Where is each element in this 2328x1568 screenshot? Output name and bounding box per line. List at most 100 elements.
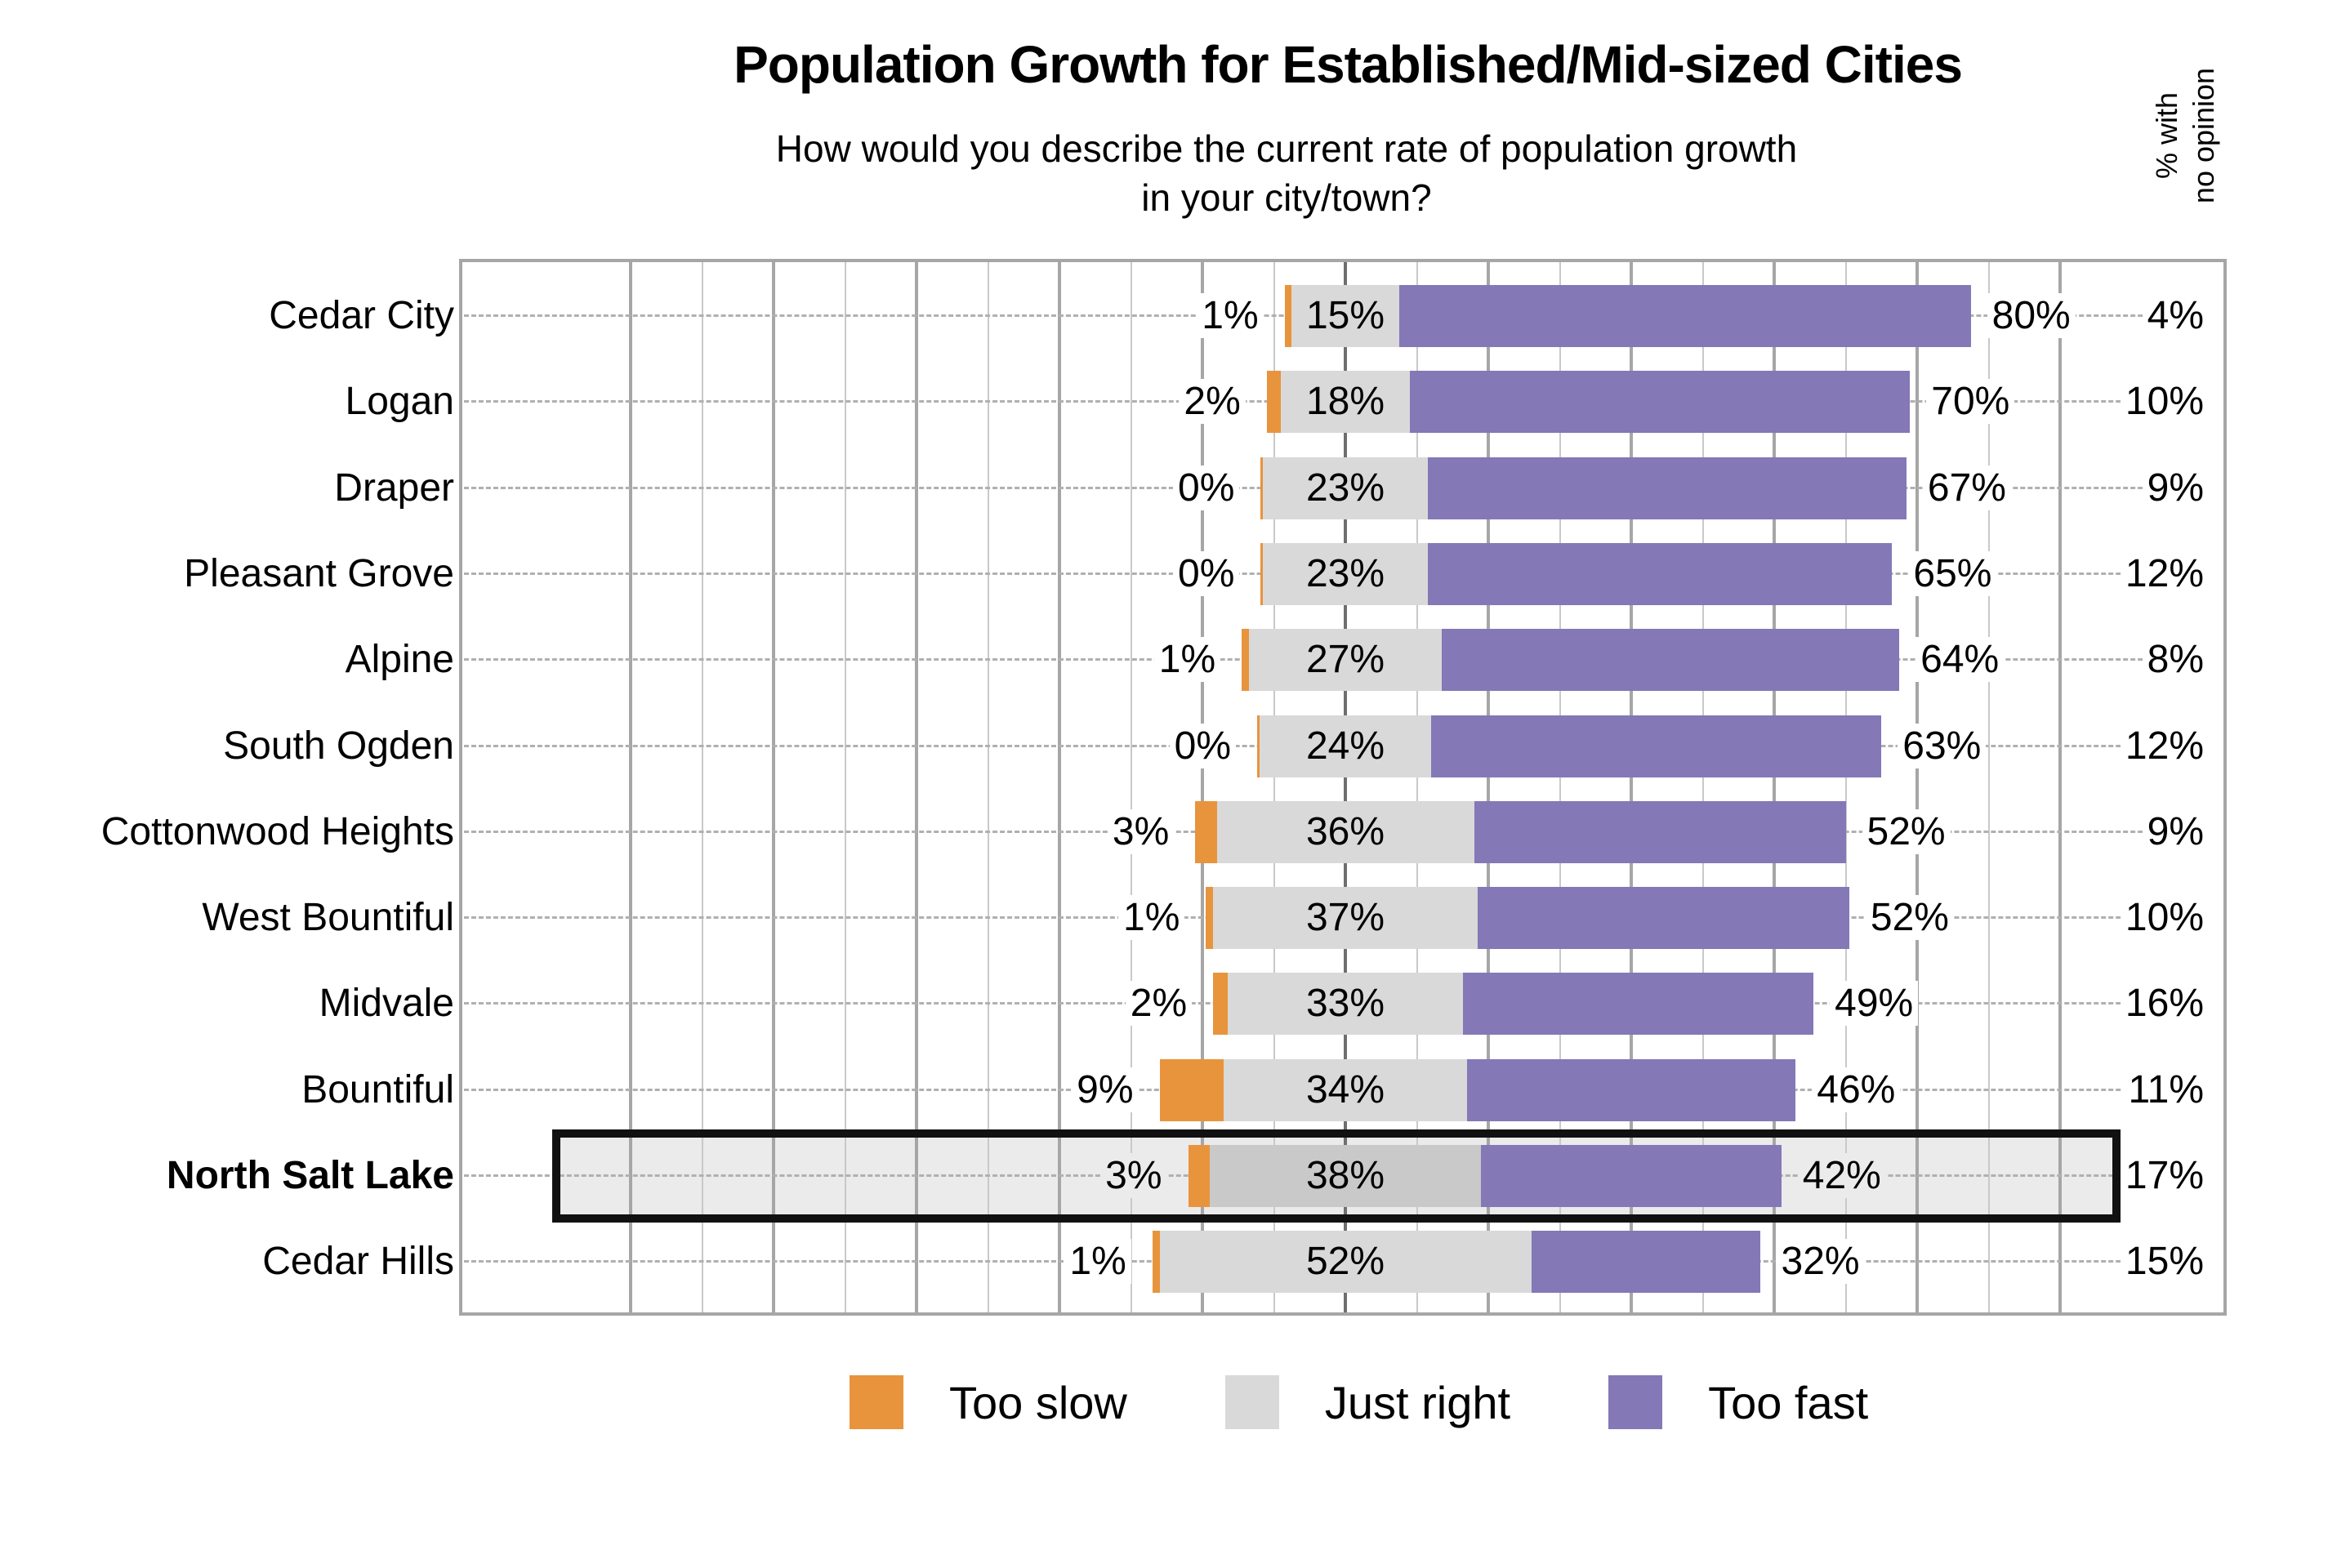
too-slow-value: 2% xyxy=(1179,371,1246,433)
legend-label-too-slow: Too slow xyxy=(949,1376,1127,1428)
too-fast-segment xyxy=(1431,715,1882,777)
too-fast-segment xyxy=(1427,457,1907,519)
legend-item-too-slow: Too slow xyxy=(850,1375,1127,1429)
too-slow-segment xyxy=(1284,285,1292,347)
chart-subtitle: How would you describe the current rate … xyxy=(347,124,2226,222)
no-opinion-value: 12% xyxy=(1964,715,2209,777)
gridline xyxy=(1416,262,1418,1312)
just-right-value: 52% xyxy=(1305,1240,1385,1284)
too-fast-segment xyxy=(1398,285,1971,347)
too-fast-value: 46% xyxy=(1812,1059,1901,1121)
too-fast-segment xyxy=(1531,1231,1760,1294)
legend: Too slow Just right Too fast xyxy=(850,1372,1966,1432)
just-right-segment xyxy=(1291,285,1399,347)
just-right-value: 24% xyxy=(1305,724,1385,768)
legend-swatch-too-fast xyxy=(1608,1375,1663,1429)
city-label: Alpine xyxy=(345,638,454,682)
just-right-value: 23% xyxy=(1305,466,1385,510)
gridline xyxy=(701,262,703,1312)
just-right-segment xyxy=(1248,629,1443,692)
just-right-value: 36% xyxy=(1305,809,1385,853)
gridline xyxy=(629,262,632,1312)
too-slow-value: 1% xyxy=(1153,629,1221,691)
too-fast-value: 32% xyxy=(1776,1231,1865,1293)
too-fast-segment xyxy=(1442,629,1900,692)
no-opinion-value: 9% xyxy=(1964,801,2209,863)
gridline xyxy=(1987,262,1990,1312)
chart-title: Population Growth for Established/Mid-si… xyxy=(734,35,1963,94)
too-fast-value: 49% xyxy=(1830,973,1919,1035)
just-right-segment xyxy=(1263,542,1428,605)
just-right-value: 23% xyxy=(1305,551,1385,595)
just-right-segment xyxy=(1260,715,1431,777)
just-right-value: 18% xyxy=(1305,380,1385,424)
no-opinion-value: 17% xyxy=(1964,1145,2209,1207)
too-fast-segment xyxy=(1481,1145,1782,1207)
no-opinion-value: 15% xyxy=(1964,1231,2209,1293)
highlight-rectangle xyxy=(552,1129,2121,1223)
just-right-segment xyxy=(1216,800,1474,863)
too-slow-value: 3% xyxy=(1107,801,1175,863)
gridline xyxy=(844,262,846,1312)
too-slow-value: 1% xyxy=(1064,1231,1131,1293)
just-right-segment xyxy=(1281,371,1410,434)
just-right-value: 27% xyxy=(1305,638,1385,682)
legend-swatch-just-right xyxy=(1224,1375,1279,1429)
gridline xyxy=(1058,262,1061,1312)
too-slow-segment xyxy=(1195,800,1217,863)
too-fast-value: 70% xyxy=(1926,371,2015,433)
gridline xyxy=(1344,262,1347,1312)
no-opinion-column-header: % with no opinion xyxy=(2148,38,2223,234)
too-slow-value: 1% xyxy=(1118,887,1185,949)
legend-swatch-too-slow xyxy=(850,1375,903,1429)
too-fast-value: 52% xyxy=(1865,887,1954,949)
no-opinion-header-line1: % with xyxy=(2150,91,2183,180)
too-slow-segment xyxy=(1242,629,1249,692)
chart-subtitle-line2: in your city/town? xyxy=(1141,176,1432,219)
city-label: Midvale xyxy=(319,982,454,1026)
no-opinion-value: 12% xyxy=(1964,543,2209,605)
just-right-value: 38% xyxy=(1305,1154,1385,1197)
too-slow-segment xyxy=(1266,371,1282,434)
just-right-value: 33% xyxy=(1305,982,1385,1026)
gridline xyxy=(1201,262,1204,1312)
too-fast-segment xyxy=(1477,887,1849,950)
too-fast-value: 63% xyxy=(1898,715,1987,777)
no-opinion-value: 4% xyxy=(1964,285,2209,347)
just-right-segment xyxy=(1159,1231,1532,1294)
too-slow-value: 0% xyxy=(1169,715,1236,777)
too-fast-value: 67% xyxy=(1922,457,2011,519)
too-slow-value: 9% xyxy=(1072,1059,1139,1121)
gridline xyxy=(1915,262,1919,1312)
legend-item-just-right: Just right xyxy=(1224,1375,1510,1429)
no-opinion-value: 9% xyxy=(1964,457,2209,519)
no-opinion-value: 10% xyxy=(1964,371,2209,433)
just-right-value: 37% xyxy=(1305,896,1385,940)
too-fast-segment xyxy=(1474,800,1846,863)
gridline xyxy=(915,262,918,1312)
gridline xyxy=(1559,262,1561,1312)
no-opinion-value: 11% xyxy=(1964,1059,2209,1121)
no-opinion-value: 16% xyxy=(1964,973,2209,1035)
gridline xyxy=(1773,262,1776,1312)
too-fast-value: 65% xyxy=(1908,543,1997,605)
too-slow-value: 0% xyxy=(1173,457,1240,519)
legend-item-too-fast: Too fast xyxy=(1608,1375,1868,1429)
gridline xyxy=(987,262,989,1312)
too-fast-segment xyxy=(1466,1058,1796,1121)
gridline xyxy=(1130,262,1132,1312)
no-opinion-value: 10% xyxy=(1964,887,2209,949)
no-opinion-header-line2: no opinion xyxy=(2187,67,2220,204)
city-label: Cedar City xyxy=(269,294,454,337)
too-fast-value: 64% xyxy=(1915,629,2005,691)
city-label: Logan xyxy=(345,380,454,424)
too-slow-segment xyxy=(1152,1231,1160,1294)
too-slow-value: 0% xyxy=(1173,543,1240,605)
no-opinion-value: 8% xyxy=(1964,629,2209,691)
city-label: Cottonwood Heights xyxy=(100,809,454,853)
just-right-segment xyxy=(1213,887,1478,950)
chart-subtitle-line1: How would you describe the current rate … xyxy=(775,127,1798,170)
gridline xyxy=(1701,262,1704,1312)
too-slow-value: 2% xyxy=(1125,973,1193,1035)
too-fast-segment xyxy=(1427,542,1893,605)
